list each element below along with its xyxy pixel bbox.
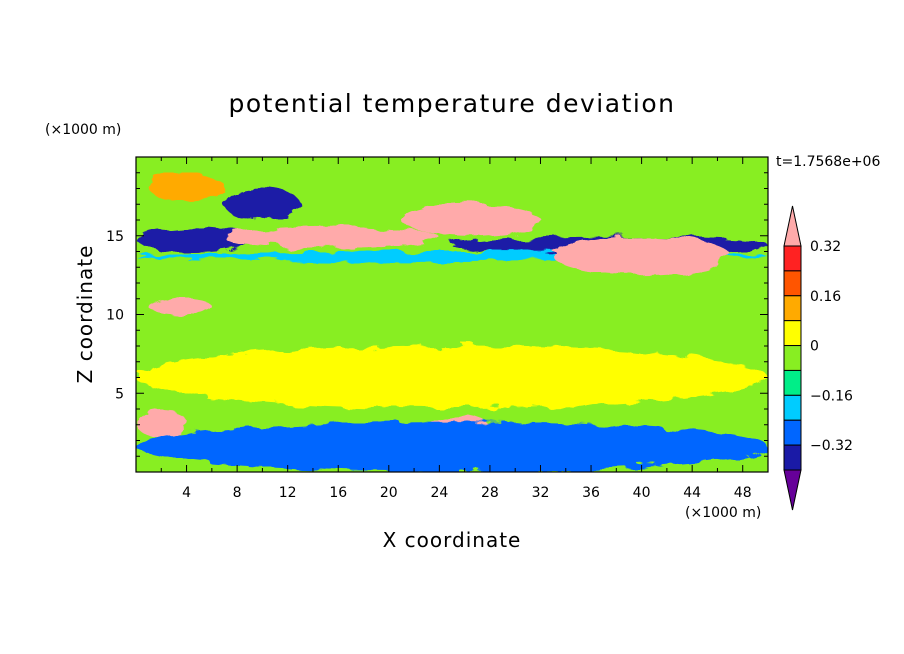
- colorbar-label: 0.16: [810, 289, 841, 305]
- colorbar-label: 0: [810, 339, 819, 355]
- x-tick-label: 48: [734, 485, 752, 501]
- x-units-label: (×1000 m): [685, 505, 761, 521]
- chart-title: potential temperature deviation: [229, 89, 676, 118]
- colorbar-segment: [783, 345, 802, 371]
- contour-region: [553, 235, 731, 276]
- colorbar-segment: [783, 320, 802, 347]
- y-tick-label: 5: [115, 386, 124, 402]
- x-tick-label: 28: [481, 485, 499, 501]
- colorbar-segment: [783, 394, 802, 421]
- contour-region: [148, 172, 225, 202]
- y-units-label: (×1000 m): [45, 122, 121, 138]
- x-tick-label: 12: [279, 485, 297, 501]
- contour-region: [136, 421, 768, 472]
- colorbar-max-triangle: [783, 205, 802, 247]
- y-tick-label: 15: [106, 229, 124, 245]
- x-tick-label: 24: [430, 485, 448, 501]
- x-ticks: 4 8 12 16 20 24 28 32 36 40 44 48: [160, 157, 752, 501]
- contour-region: [401, 204, 541, 236]
- contour-regions: [136, 172, 768, 472]
- colorbar-label: −0.16: [810, 388, 853, 404]
- contour-region: [224, 226, 440, 249]
- contour-region: [136, 226, 250, 252]
- y-tick-label: 10: [106, 308, 124, 324]
- contour-region: [136, 346, 768, 409]
- x-tick-label: 36: [582, 485, 600, 501]
- colorbar-label: 0.32: [810, 239, 841, 255]
- colorbar-label: −0.32: [810, 438, 853, 454]
- colorbar-segment: [783, 444, 802, 471]
- colorbar-segment: [783, 270, 802, 297]
- x-axis-label: X coordinate: [383, 528, 522, 552]
- colorbar-min-triangle: [783, 469, 802, 511]
- y-axis-label: Z coordinate: [73, 245, 97, 384]
- time-label: t=1.7568e+06: [776, 154, 880, 170]
- x-tick-label: 8: [233, 485, 242, 501]
- x-tick-label: 44: [683, 485, 701, 501]
- x-tick-label: 16: [329, 485, 347, 501]
- contour-region: [136, 409, 187, 438]
- colorbar-segment: [783, 295, 802, 322]
- x-tick-label: 4: [182, 485, 191, 501]
- colorbar: 0.32 0.16 0 −0.16 −0.32: [783, 205, 853, 511]
- colorbar-segment: [783, 419, 802, 446]
- x-tick-label: 40: [633, 485, 651, 501]
- y-ticks: 5 10 15: [106, 172, 768, 457]
- plot-field: [136, 157, 768, 472]
- x-tick-label: 20: [380, 485, 398, 501]
- x-tick-label: 32: [532, 485, 550, 501]
- colorbar-segment: [783, 245, 802, 272]
- contour-region: [224, 188, 301, 220]
- contour-region: [148, 298, 212, 315]
- colorbar-segment: [783, 369, 802, 396]
